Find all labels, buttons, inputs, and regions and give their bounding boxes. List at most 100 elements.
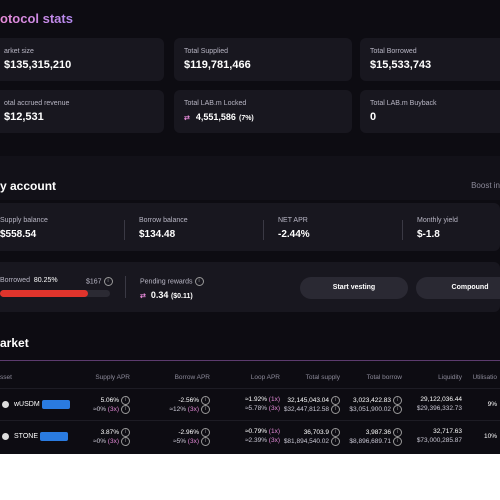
info-icon[interactable]: i [331, 428, 340, 437]
divider [125, 276, 126, 298]
asset-name: wUSDM [14, 401, 40, 408]
info-icon[interactable]: i [121, 405, 130, 414]
divider [124, 220, 125, 240]
row-sep [0, 420, 500, 421]
info-icon[interactable]: i [121, 428, 130, 437]
info-icon[interactable]: i [331, 405, 340, 414]
stat-label: Total LAB.m Buyback [370, 100, 437, 107]
stat-card [360, 90, 500, 133]
info-icon[interactable]: i [121, 437, 130, 446]
cell-text: $29,396,332.73 [416, 405, 462, 412]
cell-line1: 5.06% i [101, 396, 130, 405]
cell-line1: 3,987.36 i [366, 428, 402, 437]
info-icon[interactable]: i [194, 277, 204, 286]
stat-label: Total Supplied [184, 48, 228, 55]
info-icon[interactable]: i [331, 396, 340, 405]
cell-text: 3,987.36 [365, 429, 391, 437]
divider [263, 220, 264, 240]
info-icon[interactable]: i [331, 437, 340, 446]
cell-label: Monthly yield [417, 217, 458, 224]
pending-text: Pending rewards [140, 278, 193, 286]
cell-text: 32,717.63 [433, 428, 462, 435]
cell-value: $134.48 [139, 229, 176, 240]
cell-line2: $29,396,332.73 [417, 405, 462, 412]
cell-text: ≈5% [173, 438, 186, 446]
stats-title: otocol stats [0, 11, 73, 26]
cell-text: $8,896,689.71 [349, 438, 391, 446]
app: otocol stats arket size $135,315,210 Total… [0, 0, 500, 454]
market-rule [0, 360, 500, 361]
cell-text: ≈0.79% [244, 428, 267, 435]
stat-value-text: $119,781,466 [184, 59, 251, 71]
cell-text: $81,894,540.02 [283, 438, 329, 446]
cell-line1: 3,023,422.83 i [353, 396, 402, 405]
cell-text: -2.56% [178, 397, 199, 405]
cell-line1: 32,145,043.04 i [287, 396, 340, 405]
cell-line1: 32,717.63 [433, 428, 462, 435]
row-sep [0, 388, 500, 389]
cell-text: ≈1.92% [244, 396, 267, 403]
cell-line1: -2.96% i [178, 428, 210, 437]
cell-text: 32,145,043.04 [287, 397, 329, 405]
utilisation: 9% [487, 401, 497, 408]
info-icon[interactable]: i [121, 396, 130, 405]
cell-line2: $8,896,689.71 i [349, 437, 402, 446]
cell-line2: $81,894,540.02 i [284, 437, 340, 446]
info-icon[interactable]: i [393, 428, 402, 437]
info-icon[interactable]: i [393, 396, 402, 405]
borrowed-label: Borrowed 80.25% [0, 277, 58, 284]
stat-value: $119,781,466 [184, 59, 251, 71]
stat-card [0, 38, 164, 81]
start-vesting-button[interactable]: Start vesting [300, 277, 408, 299]
asset-icon [2, 401, 9, 408]
multiplier: (3x) [107, 406, 119, 414]
borrow-limit: $167 i [86, 277, 113, 286]
chain-badge [40, 432, 68, 441]
stat-value: 0 [370, 111, 376, 123]
info-icon[interactable]: i [103, 277, 113, 286]
asset-icon [2, 433, 9, 440]
cell-text: $3,051,900.02 [349, 406, 391, 414]
stat-value: $12,531 [4, 111, 44, 123]
compound-button[interactable]: Compound [416, 277, 500, 299]
stat-value-text: $135,315,210 [4, 59, 72, 71]
column-header: Total borrow [366, 374, 402, 381]
stat-value-text: 4,551,586 [195, 112, 236, 122]
stat-value-text: $15,533,743 [370, 59, 432, 71]
cell-text: 36,703.9 [303, 429, 329, 437]
cell-line2: ≈5.78% (3x) [245, 405, 280, 412]
cell-text: ≈12% [169, 406, 186, 414]
cell-text: 5.06% [100, 397, 119, 405]
account-band [0, 156, 500, 200]
multiplier: (3x) [187, 438, 199, 446]
cell-line2: ≈12% (3x) i [169, 405, 210, 414]
column-header: Total supply [305, 374, 340, 381]
info-icon[interactable]: i [201, 437, 210, 446]
cell-text: -2.96% [178, 429, 199, 437]
info-icon[interactable]: i [393, 405, 402, 414]
rewards-usd: ($0.11) [170, 293, 193, 300]
cell-value: $558.54 [0, 229, 37, 240]
cell-text: $32,447,812.58 [283, 406, 329, 414]
multiplier: (3x) [107, 438, 119, 446]
stat-card [360, 38, 500, 81]
stat-card [174, 38, 352, 81]
multiplier: (3x) [187, 406, 199, 414]
boost-link[interactable]: Boost in [471, 181, 500, 190]
stat-value: $15,533,743 [370, 59, 431, 71]
market-title: arket [0, 336, 29, 350]
column-header: Liquidity [438, 374, 462, 381]
info-icon[interactable]: i [201, 396, 210, 405]
cell-label: Borrow balance [139, 217, 188, 224]
borrow-limit-text: $167 [86, 278, 102, 286]
stat-label: Total Borrowed [370, 48, 417, 55]
info-icon[interactable]: i [201, 405, 210, 414]
account-title: y account [0, 179, 57, 193]
cell-line1: 3.87% i [101, 428, 130, 437]
stat-label: Total LAB.m Locked [184, 100, 247, 107]
column-header: Loop APR [250, 374, 280, 381]
info-icon[interactable]: i [201, 428, 210, 437]
info-icon[interactable]: i [393, 437, 402, 446]
cell-line2: ≈0% (3x) i [93, 405, 130, 414]
cell-line1: -2.56% i [178, 396, 210, 405]
